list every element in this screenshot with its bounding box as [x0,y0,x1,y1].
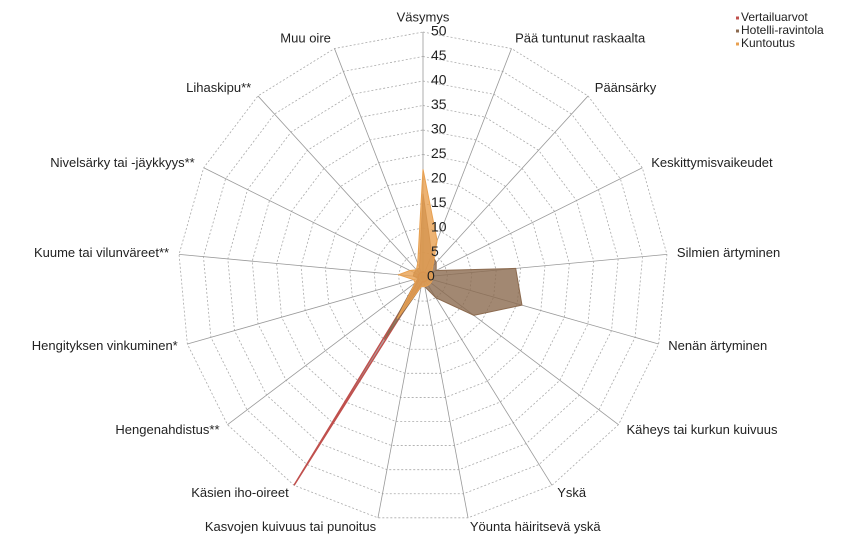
grid-ring [373,227,473,326]
axis-line [422,276,553,486]
axis-line [227,276,424,425]
axis-line [257,95,424,278]
legend-swatch [736,29,739,33]
axis-label: Väsymys [397,9,450,24]
legend-label: Hotelli-ravintola [741,23,824,37]
grid-ring [251,105,595,446]
axis-line [203,167,424,278]
grid-ring [227,80,619,471]
series-area [396,169,438,319]
y-tick-label: 10 [431,219,447,235]
axis-label: Päänsärky [595,80,657,95]
y-tick-label: 15 [431,194,447,210]
axis-label: Kasvojen kuivuus tai punoitus [205,519,377,534]
axis-label: Hengityksen vinkuminen* [32,338,178,353]
y-tick-label: 25 [431,145,447,161]
legend-swatch [736,16,739,20]
axis-line [179,253,424,278]
legend-label: Vertailuarvot [741,10,808,24]
axis-label: Muu oire [280,31,331,46]
axis-label: Käheys tai kurkun kuivuus [626,422,778,437]
y-tick-label: 30 [431,121,447,137]
y-tick-label: 35 [431,96,447,112]
axis-label: Yskä [557,485,587,500]
legend-label: Kuntoutus [741,36,795,50]
axis-line [377,276,424,518]
grid-ring [178,31,668,519]
legend-swatch [736,42,739,46]
grid-ring [276,129,570,422]
axis-label: Nivelsärky tai -jäykkyys** [50,155,194,170]
axis-label: Käsien iho-oireet [191,485,289,500]
y-tick-label: 20 [431,170,447,186]
y-tick-label: 45 [431,47,447,63]
axis-label: Hengenahdistus** [115,422,219,437]
grid-ring [349,203,497,350]
axis-line [334,48,424,278]
axis-line [187,276,424,345]
series-area [383,193,523,340]
axis-label: Yöunta häiritsevä yskä [470,519,602,534]
axis-line [422,95,589,278]
grid-ring [203,56,643,495]
axis-line [422,276,469,518]
grid-ring [398,252,448,302]
axis-label: Pää tuntunut raskaalta [515,31,646,46]
axis-label: Keskittymisvaikeudet [651,155,773,170]
axis-label: Silmien ärtyminen [677,245,780,260]
axis-line [422,48,512,278]
grid-ring [300,154,546,398]
y-tick-label: 50 [431,23,447,39]
axis-label: Kuume tai vilunväreet** [34,245,169,260]
y-tick-label: 0 [427,268,435,284]
y-tick-label: 5 [431,243,439,259]
axis-line [422,167,643,278]
axis-label: Nenän ärtyminen [668,338,767,353]
axis-label: Lihaskipu** [186,80,251,95]
y-tick-label: 40 [431,72,447,88]
